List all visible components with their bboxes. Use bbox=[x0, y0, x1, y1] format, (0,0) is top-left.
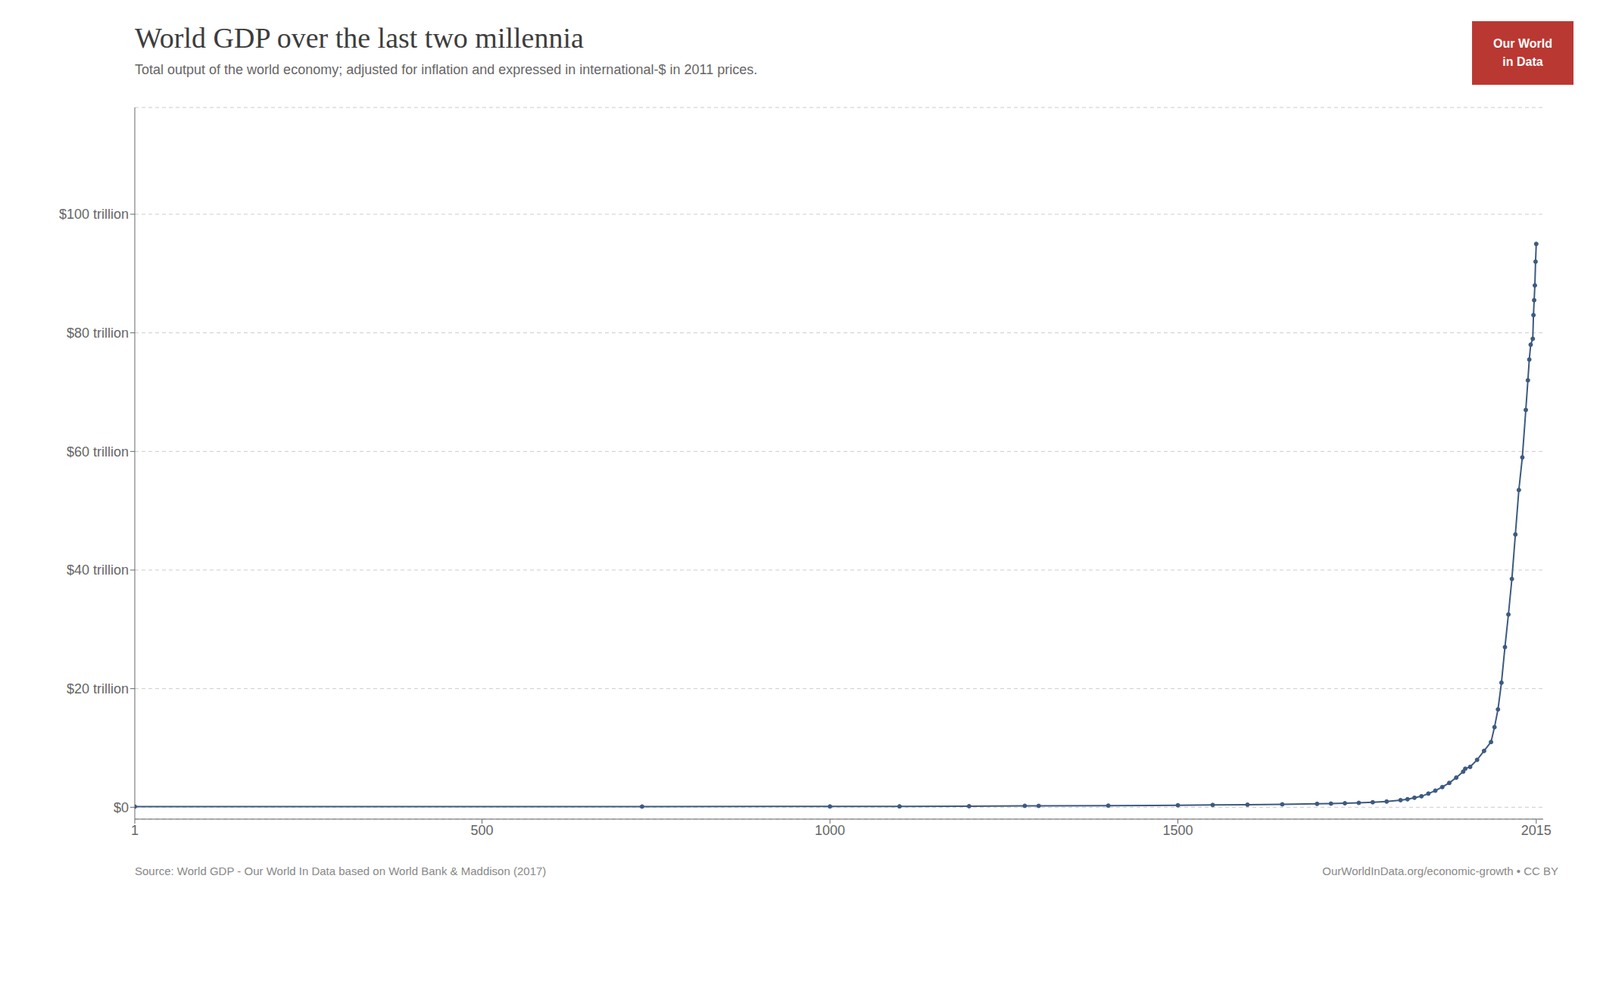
svg-text:$100 trillion: $100 trillion bbox=[59, 206, 129, 222]
html-text:World GDP over the last two mi: World GDP over the last two millennia bbox=[134, 21, 584, 54]
html-text:in Data: in Data bbox=[1502, 55, 1543, 69]
svg-text:1000: 1000 bbox=[814, 823, 846, 839]
svg-text:1: 1 bbox=[130, 823, 139, 839]
svg-text:$0: $0 bbox=[113, 800, 129, 816]
html-text:Our World: Our World bbox=[1493, 37, 1553, 50]
svg-text:$80 trillion: $80 trillion bbox=[66, 325, 129, 341]
html-text:Total output of the world econ: Total output of the world economy; adjus… bbox=[134, 62, 758, 78]
html-text:OurWorldInData.org/economic-gr: OurWorldInData.org/economic-growth • CC … bbox=[1322, 864, 1559, 878]
svg-text:500: 500 bbox=[470, 823, 494, 839]
svg-text:1500: 1500 bbox=[1163, 823, 1194, 839]
svg-text:$20 trillion: $20 trillion bbox=[66, 681, 129, 697]
svg-text:$60 trillion: $60 trillion bbox=[66, 444, 129, 460]
svg-text:2015: 2015 bbox=[1521, 823, 1552, 839]
html-text:Source: World GDP - Our World: Source: World GDP - Our World In Data ba… bbox=[134, 864, 547, 878]
svg-text:$40 trillion: $40 trillion bbox=[66, 562, 129, 578]
